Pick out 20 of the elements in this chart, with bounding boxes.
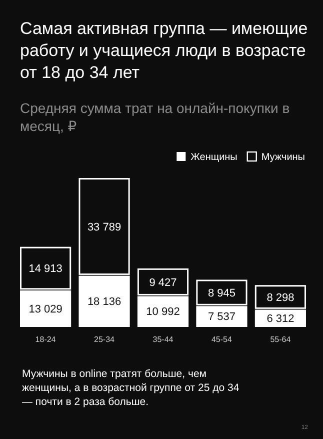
data-label: 6 312 (266, 312, 294, 325)
data-label: 13 029 (28, 303, 62, 316)
data-label: 7 537 (208, 311, 236, 324)
x-tick-label: 35-44 (152, 335, 174, 344)
data-label: 14 913 (28, 263, 62, 276)
data-label: 18 136 (87, 296, 122, 308)
legend-label: Мужчины (261, 152, 306, 163)
text: Мужчины в online тратят больше, чем женщины, а в возрастной группе от 25 до 34 — почти в 2 раза больше. (22, 368, 240, 408)
data-label: 9 427 (149, 276, 177, 289)
x-tick-label: 45-54 (211, 335, 233, 344)
x-tick-label: 55-64 (270, 335, 292, 344)
legend-label: Женщины (190, 152, 238, 163)
chart-subtitle: Средняя сумма трат на онлайн-покупки в месяц, ₽ (20, 100, 290, 134)
x-tick-label: 18-24 (35, 335, 56, 344)
data-label: 8 298 (266, 292, 294, 304)
data-label: 33 789 (87, 221, 122, 234)
chart-title: Самая активная группа — имеющие работу и учащиеся люди в возрасте от 18 до 34 лет (20, 19, 308, 82)
x-tick-label: 25-34 (94, 335, 116, 344)
data-label: 8 945 (208, 288, 236, 300)
data-label: 10 992 (146, 306, 180, 318)
